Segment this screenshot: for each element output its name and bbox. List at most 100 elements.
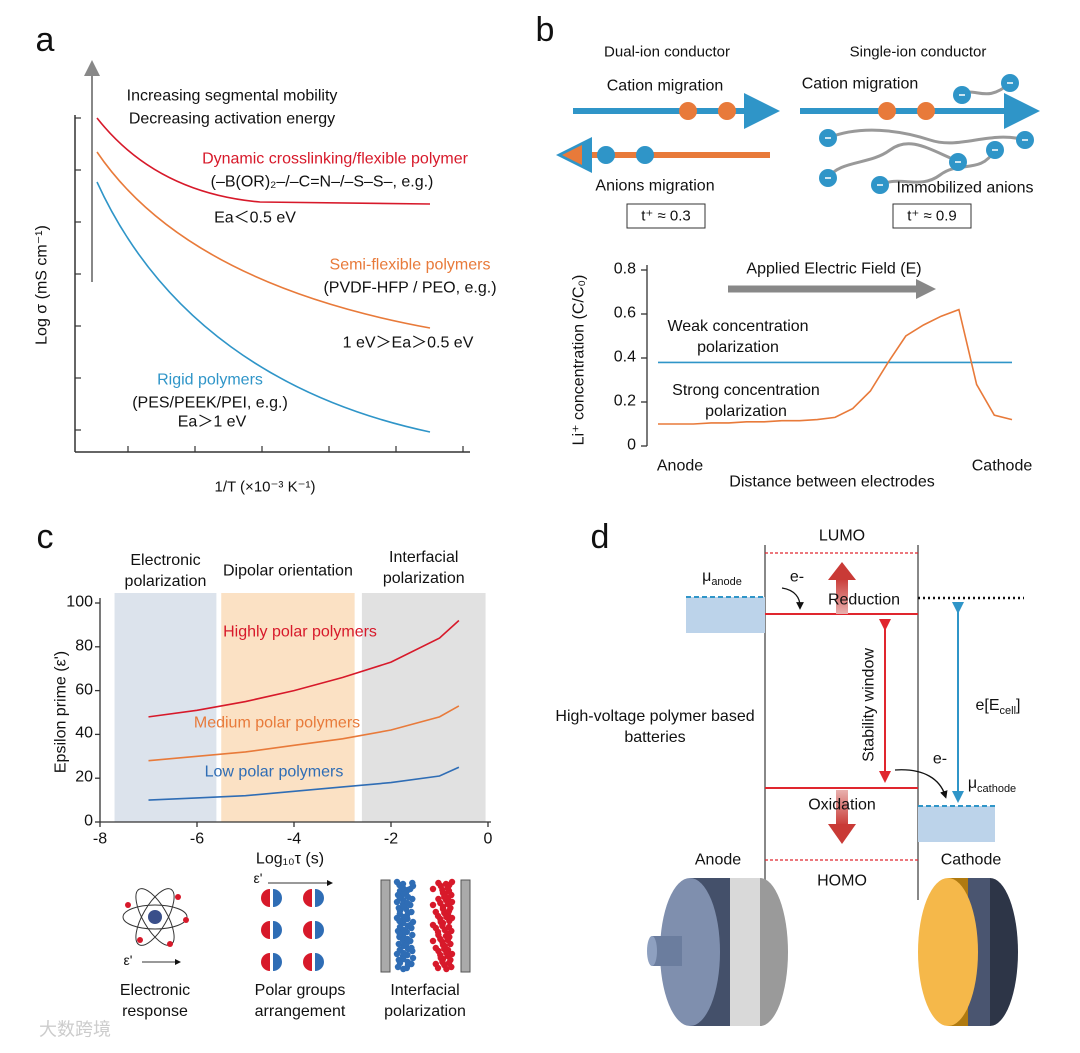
- label: Ea＞1 eV: [177, 413, 247, 431]
- region: [361, 593, 486, 822]
- t-box: [892, 203, 972, 229]
- charge: [409, 879, 416, 887]
- charge: [448, 898, 456, 906]
- series-line: [148, 766, 460, 801]
- charge: [396, 917, 403, 925]
- charge: [429, 937, 437, 945]
- mu-anode: μanode: [702, 567, 742, 589]
- terminal-face: [647, 936, 657, 966]
- orbit: [122, 904, 188, 930]
- anion: [597, 146, 615, 164]
- label: (PVDF-HFP / PEO, e.g.): [323, 279, 497, 297]
- label: Log σ (mS cm⁻¹): [33, 225, 51, 345]
- arrow-head: [828, 824, 856, 844]
- region-label: Interfacial polarization: [382, 549, 465, 587]
- nucleus: [148, 910, 162, 924]
- curve: [96, 151, 431, 329]
- y-tick-label: 0.4: [613, 348, 636, 366]
- series-label: Strong concentration polarization: [672, 382, 820, 420]
- series-line: [148, 705, 460, 762]
- text-part: μ: [702, 567, 712, 585]
- arrow-body: [836, 578, 848, 614]
- dipole: [303, 953, 312, 971]
- orbit: [135, 888, 175, 946]
- charge: [429, 885, 437, 893]
- panel-label: c: [36, 517, 54, 556]
- region-label: Dipolar orientation: [223, 562, 353, 580]
- anode-level: [686, 597, 765, 633]
- series-label: Low polar polymers: [204, 763, 344, 781]
- y-tick-label: 60: [75, 681, 93, 699]
- label: Single-ion conductor: [849, 43, 987, 61]
- charge: [407, 885, 414, 893]
- charge: [429, 901, 437, 909]
- dipole: [273, 953, 282, 971]
- label: LUMO: [818, 527, 866, 545]
- charge: [393, 898, 401, 906]
- region: [114, 593, 217, 822]
- text-part: μ: [967, 774, 978, 792]
- charge: [399, 884, 407, 892]
- charge: [445, 907, 453, 915]
- charge: [444, 884, 451, 892]
- label: Ea＜0.5 eV: [214, 209, 296, 227]
- charge: [400, 949, 407, 957]
- label: Increasing segmental mobility: [126, 87, 338, 105]
- charge: [407, 921, 414, 929]
- label: Applied Electric Field (E): [746, 260, 922, 278]
- charge: [439, 903, 447, 911]
- polymer-chain: [827, 128, 1026, 145]
- label: Cathode: [940, 851, 1002, 869]
- region-label: Electronic polarization: [124, 552, 207, 590]
- series-label: Medium polar polymers: [193, 714, 361, 732]
- label: 1/T (×10⁻³ K⁻¹): [214, 478, 316, 496]
- cathode-level: [918, 806, 995, 842]
- y-tick-label: 40: [75, 724, 93, 742]
- label: Semi-flexible polymers: [329, 256, 491, 274]
- charge: [394, 963, 402, 971]
- text-part: anode: [711, 575, 742, 588]
- electron: [167, 941, 173, 947]
- cation: [679, 102, 697, 120]
- panel-label: b: [535, 10, 555, 49]
- panel-label: d: [590, 517, 610, 556]
- label: ε': [123, 951, 133, 968]
- charge: [429, 921, 437, 929]
- field-arrow-head: [916, 279, 936, 299]
- charge: [439, 958, 446, 966]
- charge: [441, 893, 448, 901]
- charge: [432, 944, 439, 952]
- dipole: [315, 953, 324, 971]
- watermark: 大数跨境: [39, 1019, 111, 1040]
- label: Cation migration: [801, 75, 919, 93]
- y-tick-label: 0: [627, 436, 636, 454]
- y-tick-label: 100: [66, 593, 93, 611]
- dipole: [261, 889, 270, 907]
- charge: [435, 879, 442, 887]
- label: Distance between electrodes: [729, 473, 935, 491]
- anion: [636, 146, 654, 164]
- text-part: e[E: [975, 696, 1000, 714]
- charge: [443, 965, 450, 973]
- y-tick-label: 0.6: [613, 304, 636, 322]
- label: Dynamic crosslinking/flexible polymer: [202, 150, 468, 168]
- dipole: [315, 921, 324, 939]
- charge: [434, 964, 442, 972]
- dipole: [261, 953, 270, 971]
- x-tick-label: -2: [383, 830, 399, 848]
- charge: [446, 917, 453, 925]
- charge: [403, 964, 410, 972]
- icon-caption: Interfacial polarization: [384, 982, 466, 1020]
- text-part: cathode: [977, 782, 1017, 795]
- label: (–B(OR)₂–/–C=N–/–S–S–, e.g.): [210, 173, 434, 191]
- label: Log₁₀τ (s): [255, 850, 325, 868]
- charge: [403, 912, 410, 920]
- label: ε': [253, 869, 263, 886]
- x-tick-label: -4: [286, 830, 302, 848]
- label: Anions migration: [595, 177, 715, 195]
- charge: [448, 950, 456, 958]
- dipole: [273, 889, 282, 907]
- icon-caption: Electronic response: [119, 982, 191, 1020]
